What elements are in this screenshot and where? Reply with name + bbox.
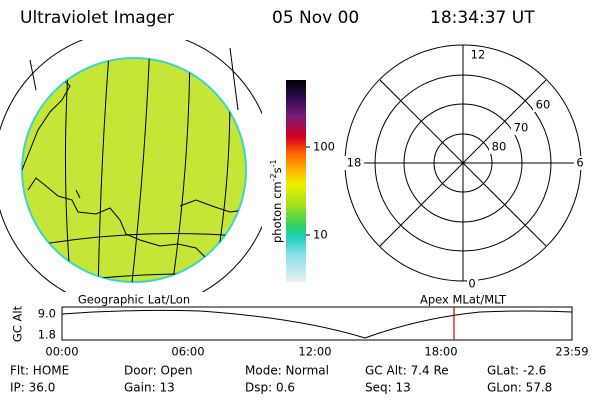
mlt-label: 12 <box>471 48 486 62</box>
title: Ultraviolet Imager <box>20 8 174 28</box>
caption: Geographic Lat/Lon <box>78 293 190 307</box>
unit: s <box>270 167 284 173</box>
mlat-label: 70 <box>514 121 529 135</box>
colorbar-tick: 100 <box>313 140 335 154</box>
altitude-plot <box>61 306 573 341</box>
mlt-label: 18 <box>347 156 362 170</box>
status-field: Gain: 13 <box>124 381 175 395</box>
mlat-label: 60 <box>536 98 551 112</box>
status-field: IP: 36.0 <box>10 381 55 395</box>
mlat-label: 80 <box>492 140 507 154</box>
status-field: GC Alt: 7.4 Re <box>365 364 449 378</box>
x-tick-label: 06:00 <box>171 345 204 359</box>
status-field: Door: Open <box>124 364 193 378</box>
exponent: -2 <box>269 173 278 181</box>
date: 05 Nov 00 <box>272 8 359 28</box>
color-bar <box>286 80 306 282</box>
x-tick-label: 00:00 <box>45 345 78 359</box>
status-field: GLat: -2.6 <box>487 364 546 378</box>
status-field: GLon: 57.8 <box>487 381 552 395</box>
y-label: GC Alt <box>11 305 25 342</box>
time: 18:34:37 UT <box>430 8 535 28</box>
status-field: Mode: Normal <box>245 364 329 378</box>
mlt-label: 0 <box>468 277 475 291</box>
x-tick-label: 12:00 <box>298 345 331 359</box>
caption: Apex MLat/MLT <box>420 293 507 307</box>
status-field: Dsp: 0.6 <box>245 381 295 395</box>
x-tick-label: 18:00 <box>424 345 457 359</box>
status-field: Flt: HOME <box>10 364 69 378</box>
colorbar-tick: 10 <box>313 228 328 242</box>
colorbar-label: photon cm-2s-1 <box>269 159 284 243</box>
globe-image <box>0 40 262 292</box>
x-tick-label: 23:59 <box>555 345 588 359</box>
unit: photon cm <box>270 181 284 243</box>
y-tick-label: 9.0 <box>38 307 56 321</box>
polar-grid <box>344 44 582 282</box>
exponent: -1 <box>269 159 278 167</box>
status-field: Seq: 13 <box>365 381 411 395</box>
y-tick-label: 1.8 <box>38 328 56 342</box>
mlt-label: 6 <box>576 156 583 170</box>
